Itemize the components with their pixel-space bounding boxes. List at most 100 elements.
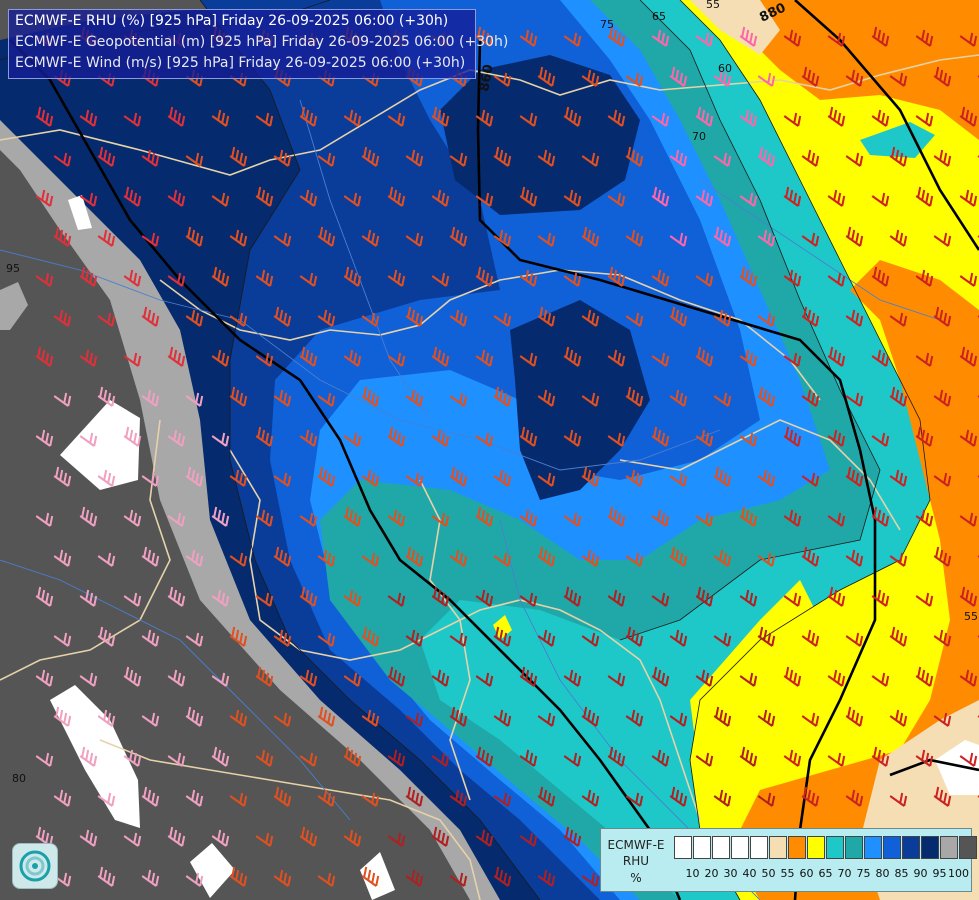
wind-barb [431,272,450,287]
wind-barb [185,789,204,807]
wind-barb [783,269,802,287]
wind-barb [827,669,846,687]
wind-barb [185,872,204,887]
wind-barb [783,186,802,207]
wind-barb [889,552,908,567]
wind-barb [405,149,424,167]
wind-barb [563,826,582,847]
wind-barb [757,146,776,167]
wind-barb [607,506,626,527]
legend-swatch [788,836,806,859]
wind-barb [933,389,952,407]
wind-barb [959,32,978,47]
wind-barb [35,669,54,687]
wind-barb [361,312,380,327]
wind-barb [563,429,582,447]
wind-barb [915,666,934,687]
wind-barb [185,466,204,487]
wind-barb [343,192,362,207]
wind-barb [97,386,116,407]
wind-barb [35,512,54,527]
wind-barb [915,509,934,527]
legend-tick-label: 85 [894,867,909,880]
wind-barb [167,346,186,367]
wind-barb [889,229,908,247]
wind-barb [959,752,978,767]
wind-barb [141,869,160,887]
wind-barb [713,392,732,407]
wind-barb [625,229,644,247]
border-line [99,739,481,900]
wind-barb [871,506,890,527]
wind-barb [563,586,582,607]
wind-barb [519,509,538,527]
wind-barb [669,629,688,647]
wind-barb [695,669,714,687]
wind-barb [695,32,714,47]
wind-barb [449,706,468,727]
wind-barb [273,472,292,487]
wind-barb [757,72,776,87]
wind-barb [79,266,98,287]
wind-barb [713,152,732,167]
wind-barb [431,429,450,447]
rhu-blob-gray-west [0,282,28,330]
wind-barb [933,712,952,727]
geopotential-label: 860 [477,63,496,92]
wind-barb [783,666,802,687]
wind-barb [651,749,670,767]
wind-barb [97,146,116,167]
wind-barb [783,749,802,767]
wind-barb [739,26,758,47]
wind-barb [79,672,98,687]
wind-barb [123,426,142,447]
wind-barb [493,312,512,327]
wind-barb [493,626,512,647]
legend-tick-label: 75 [856,867,871,880]
wind-barb [405,629,424,647]
wind-barb [757,709,776,727]
wind-barb [783,352,802,367]
wind-barb [519,592,538,607]
legend-swatch [883,836,901,859]
wind-barb [713,466,732,487]
wind-barb [255,749,274,767]
wind-barb [167,429,186,447]
rhu-blob-navy-central [510,300,650,500]
wind-barb [563,106,582,127]
wind-barb [97,552,116,567]
wind-barb [141,629,160,647]
geopotential-contour-880 [794,0,979,251]
wind-barb [387,269,406,287]
legend-tick-label: 55 [780,867,795,880]
wind-barb [537,306,556,327]
wind-barb [915,749,934,767]
wind-barb [475,589,494,607]
wind-barb [53,152,72,167]
wind-barb [317,152,336,167]
wind-barb [827,32,846,47]
wind-barb [783,426,802,447]
wind-barb [801,472,820,487]
wind-barb [933,786,952,807]
wind-barb [405,712,424,727]
wind-barb [915,426,934,447]
wind-barb [35,346,54,367]
wind-barb [581,872,600,887]
wind-barb [695,512,714,527]
wind-barb [669,149,688,167]
wind-barb [915,112,934,127]
wind-barb [475,349,494,367]
wind-barb [229,386,248,407]
wind-barb [493,469,512,487]
wind-barb [713,549,732,567]
wind-barb [563,752,582,767]
wind-barb [141,546,160,567]
wind-barb [607,26,626,47]
wind-barb [871,349,890,367]
wind-barb [317,392,336,407]
wind-barb [889,312,908,327]
wind-barb [713,309,732,327]
